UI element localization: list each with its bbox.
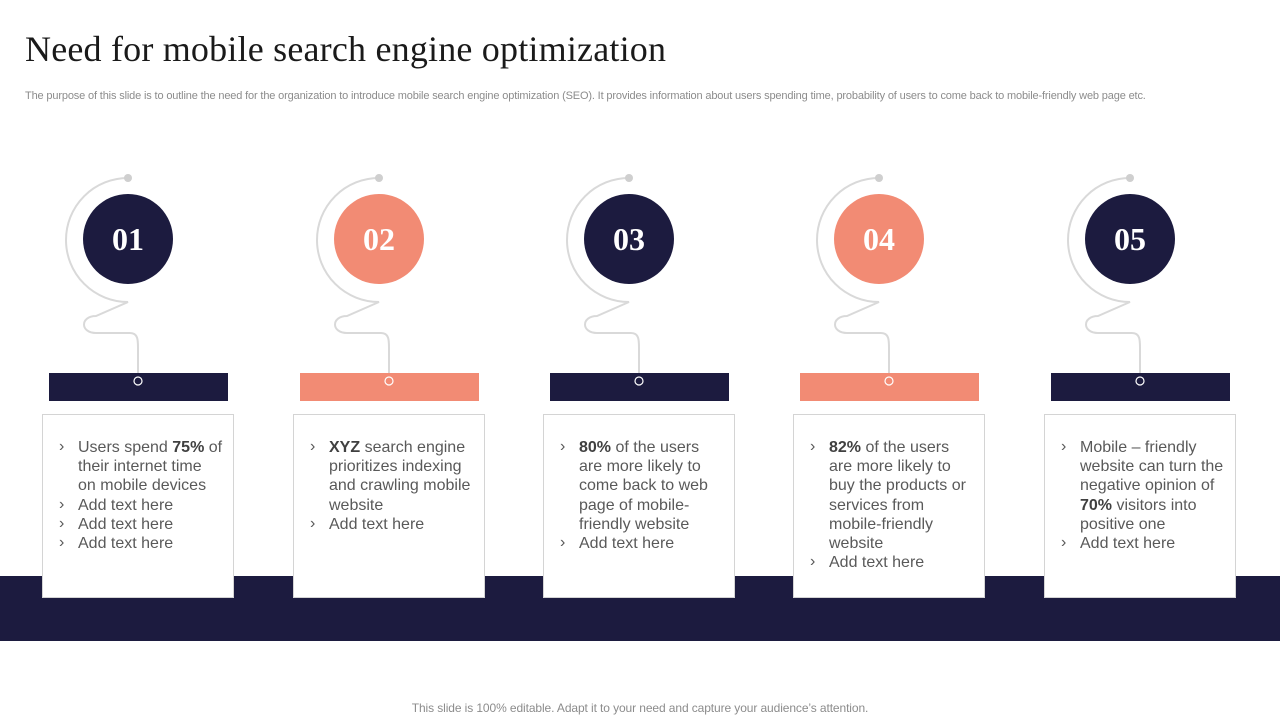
- step-number-circle: 02: [334, 194, 424, 284]
- bullet-highlight: XYZ: [329, 439, 361, 456]
- step-number: 01: [112, 220, 144, 257]
- connector-dot: [625, 174, 633, 182]
- step-number: 05: [1114, 220, 1146, 257]
- connector-dot: [124, 174, 132, 182]
- bullet-text: Add text here: [78, 496, 174, 514]
- bullet-item: 80% of the users are more likely to come…: [558, 437, 724, 534]
- step-5: 05 Mobile – friendly website can turn the…: [1012, 160, 1272, 600]
- step-number-circle: 05: [1085, 194, 1175, 284]
- step-number-circle: 03: [584, 194, 674, 284]
- step-3: 03 80% of the users are more likely to co…: [511, 160, 771, 600]
- footer-note: This slide is 100% editable. Adapt it to…: [411, 701, 869, 715]
- bullet-item: Add text here: [57, 533, 223, 553]
- step-text-card: 80% of the users are more likely to come…: [543, 414, 735, 598]
- connector-ring-layer: [384, 376, 394, 386]
- bullet-item: 82% of the users are more likely to buy …: [808, 437, 974, 553]
- step-4: 04 82% of the users are more likely to bu…: [761, 160, 1021, 600]
- step-number-circle: 01: [83, 194, 173, 284]
- bullet-text: Mobile – friendly website can turn the n…: [1080, 439, 1224, 495]
- bullet-highlight: 82%: [829, 439, 862, 456]
- bullet-text: of the users are more likely to buy the …: [829, 439, 966, 553]
- connector-ring-layer: [133, 376, 143, 386]
- bullet-text: Add text here: [329, 515, 425, 533]
- step-number: 03: [613, 220, 645, 257]
- bullet-item: Add text here: [57, 495, 223, 515]
- connector-line: [316, 174, 390, 381]
- page-subtitle: The purpose of this slide is to outline …: [25, 90, 1146, 102]
- step-text-card: Mobile – friendly website can turn the n…: [1044, 414, 1236, 598]
- connector-line: [566, 174, 640, 381]
- step-text-card: Users spend 75% of their internet time o…: [42, 414, 234, 598]
- bullet-text: Add text here: [78, 515, 174, 533]
- step-text-card: 82% of the users are more likely to buy …: [793, 414, 985, 598]
- connector-ring: [884, 376, 894, 386]
- bullet-text: of the users are more likely to come bac…: [579, 439, 708, 533]
- step-1: 01 Users spend 75% of their internet time…: [10, 160, 270, 600]
- bullet-list: 82% of the users are more likely to buy …: [808, 437, 974, 572]
- bullet-item: Add text here: [558, 533, 724, 553]
- bullet-item: Add text here: [308, 514, 474, 534]
- bullet-text: of their internet time on mobile devices: [78, 439, 223, 495]
- bullet-text: Add text here: [579, 535, 675, 553]
- connector-ring-layer: [634, 376, 644, 386]
- connector-ring: [1135, 376, 1145, 386]
- step-2: 02 XYZ search engine prioritizes indexing…: [261, 160, 521, 600]
- connector-line: [1067, 174, 1141, 381]
- connector-ring: [384, 376, 394, 386]
- bullet-item: XYZ search engine prioritizes indexing a…: [308, 437, 474, 515]
- bullet-list: XYZ search engine prioritizes indexing a…: [308, 437, 474, 534]
- connector-ring: [634, 376, 644, 386]
- step-number: 02: [363, 220, 395, 257]
- bullet-list: Users spend 75% of their internet time o…: [57, 437, 223, 553]
- bullet-item: Add text here: [1059, 533, 1225, 553]
- bullet-item: Add text here: [57, 514, 223, 534]
- bullet-item: Add text here: [808, 552, 974, 572]
- connector-ring-layer: [884, 376, 894, 386]
- step-number: 04: [863, 220, 895, 257]
- bullet-item: Mobile – friendly website can turn the n…: [1059, 437, 1225, 534]
- bullet-text: visitors into positive one: [1080, 496, 1197, 533]
- bullet-item: Users spend 75% of their internet time o…: [57, 437, 223, 496]
- connector-ring-layer: [1135, 376, 1145, 386]
- page-title: Need for mobile search engine optimizati…: [25, 29, 667, 69]
- step-number-circle: 04: [834, 194, 924, 284]
- bullet-text: search engine prioritizes indexing and c…: [329, 439, 471, 514]
- connector-dot: [1126, 174, 1134, 182]
- bullet-list: Mobile – friendly website can turn the n…: [1059, 437, 1225, 553]
- bullet-list: 80% of the users are more likely to come…: [558, 437, 724, 553]
- bullet-text: Users spend: [78, 439, 173, 456]
- connector-ring: [133, 376, 143, 386]
- bullet-text: Add text here: [78, 535, 174, 553]
- connector-line: [65, 174, 139, 381]
- step-text-card: XYZ search engine prioritizes indexing a…: [293, 414, 485, 598]
- bullet-highlight: 70%: [1080, 496, 1113, 514]
- connector-dot: [375, 174, 383, 182]
- bullet-highlight: 75%: [172, 439, 205, 456]
- connector-dot: [875, 174, 883, 182]
- bullet-highlight: 80%: [579, 439, 612, 456]
- connector-line: [816, 174, 890, 381]
- bullet-text: Add text here: [1080, 535, 1176, 553]
- bullet-text: Add text here: [829, 554, 925, 572]
